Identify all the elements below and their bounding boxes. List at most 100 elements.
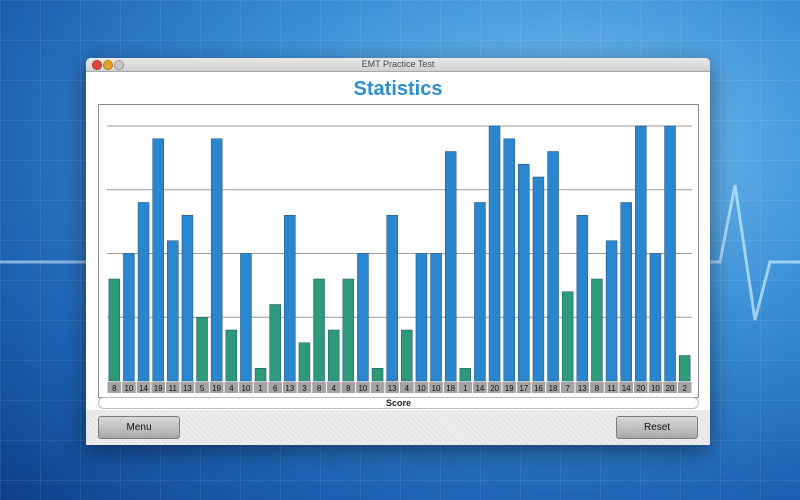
bar-label-bg [370,382,385,393]
bar-value-label: 19 [212,384,221,393]
bar-value-label: 11 [169,384,178,393]
bar [518,164,530,382]
bar-label-bg [634,382,648,393]
bar [123,253,135,382]
bar [152,138,164,382]
bar-label-bg [619,382,633,393]
bar [459,368,472,382]
bar-value-label: 10 [432,384,441,393]
bar-value-label: 6 [273,384,278,393]
bar-label-bg [473,382,487,393]
bar [474,202,486,382]
bar-label-bg [253,382,268,393]
bar [503,138,515,382]
bar-value-label: 8 [346,384,351,393]
page-title: Statistics [353,78,443,100]
bar-value-label: 8 [317,384,322,393]
bar-label-bg [663,382,677,393]
bar [167,240,179,382]
close-window-button[interactable] [92,60,102,70]
bar-value-label: 16 [534,384,543,393]
bar [327,329,340,382]
bar-value-label: 17 [519,384,528,393]
bar-label-bg [151,382,165,393]
bar-value-label: 10 [358,384,367,393]
bar-value-label: 20 [490,384,499,393]
bar-value-label: 14 [139,384,148,393]
bar-label-bg [297,382,312,393]
title-bar[interactable]: EMT Practice Test [86,58,710,72]
app-window: EMT Practice Test Statistics 8 10 14 19 11 13… [86,58,710,445]
bar-value-label: 10 [241,384,250,393]
bottom-toolbar: Menu Reset [86,410,710,445]
bar-value-label: 8 [595,384,600,393]
bar-label-bg [107,382,122,393]
bar [649,253,662,382]
bar-label-bg [195,382,209,393]
bar-value-label: 4 [405,384,410,393]
bar-value-label: 5 [200,384,205,393]
bar-value-label: 7 [565,384,570,393]
bar-value-label: 8 [112,384,117,393]
bar [605,240,618,382]
bar-label-bg [517,382,531,393]
bar-label-bg [400,382,414,393]
bar [561,291,574,382]
bar-label-bg [341,382,356,393]
zoom-window-button[interactable] [114,60,124,70]
reset-button[interactable]: Reset [616,416,698,439]
bar-value-label: 14 [475,384,484,393]
bar [342,278,355,382]
bar [298,342,311,382]
bar-label-bg [356,382,370,393]
bar-value-label: 10 [417,384,426,393]
bar [635,125,647,382]
bar [196,317,208,382]
x-axis-label: Score [98,397,699,409]
minimize-window-button[interactable] [103,60,113,70]
score-chart: 8 10 14 19 11 13 5 19 4 10 1 6 13 3 8 4 8 10 1 13 4 10 10 18 1 14… [98,104,699,398]
bar-value-label: 13 [578,384,587,393]
bar-label-bg [429,382,443,393]
bar-label-bg [677,382,692,393]
bar-value-label: 10 [124,384,133,393]
bar-label-bg [283,382,297,393]
bar-value-label: 1 [258,384,263,393]
bar-value-label: 13 [285,384,294,393]
bar-value-label: 19 [154,384,163,393]
bar-label-bg [166,382,180,393]
bar [269,304,281,382]
bar-label-bg [122,382,136,393]
bar [313,278,325,382]
bar [401,329,413,382]
bar [576,215,589,382]
bar-label-bg [239,382,253,393]
bar-label-bg [590,382,604,393]
bar [664,125,676,382]
bar [108,278,121,382]
bar [386,215,398,382]
bar-label-bg [560,382,575,393]
menu-button[interactable]: Menu [98,416,180,439]
bar [371,368,384,382]
bar-value-label: 13 [183,384,192,393]
bar-value-label: 20 [636,384,645,393]
bar-value-label: 20 [666,384,675,393]
bar-value-label: 2 [682,384,687,393]
bar-value-label: 1 [375,384,380,393]
bar-value-label: 14 [622,384,631,393]
bar-label-bg [268,382,282,393]
bar [620,202,632,382]
bar [357,253,369,382]
bar-value-label: 4 [229,384,234,393]
bar [430,253,442,382]
bar [532,176,545,382]
bar [240,253,252,382]
bar-value-label: 18 [549,384,558,393]
bar-label-bg [326,382,341,393]
bar-value-label: 18 [446,384,455,393]
bar-value-label: 13 [388,384,397,393]
bar [591,278,603,382]
bar-label-bg [209,382,224,393]
